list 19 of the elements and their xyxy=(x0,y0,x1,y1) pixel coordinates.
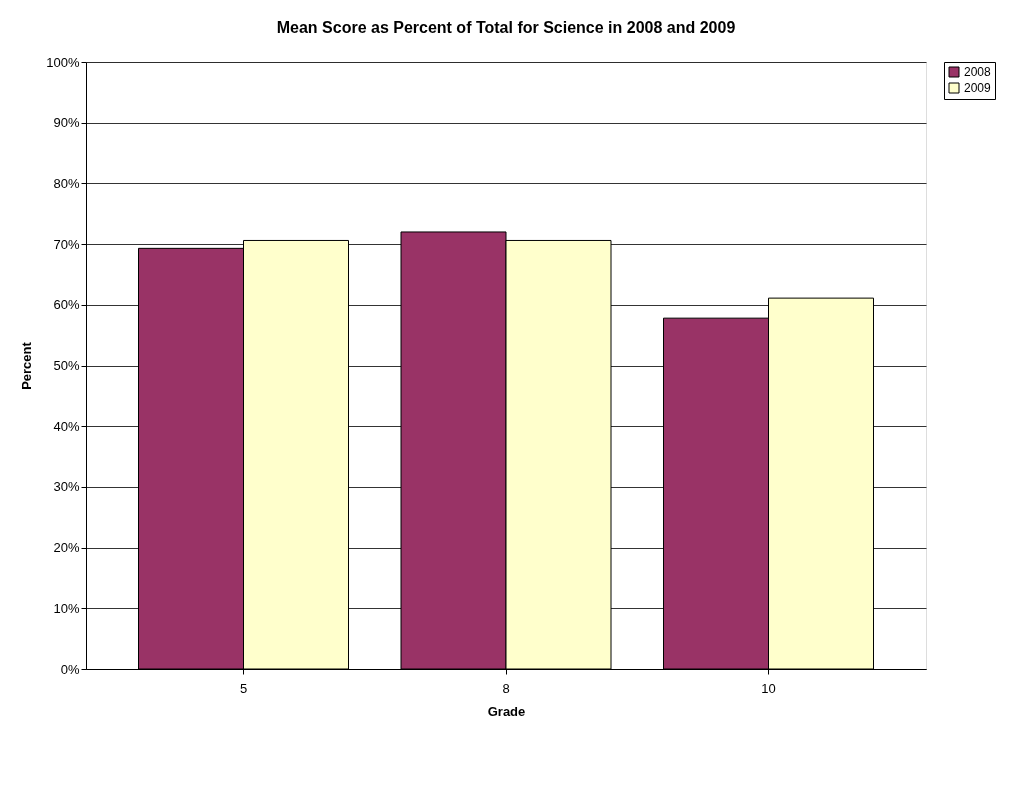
y-tick-label: 70% xyxy=(53,236,80,252)
legend-label: 2008 xyxy=(964,65,992,79)
x-tick-label: 8 xyxy=(502,680,510,696)
x-axis-title: Grade xyxy=(487,703,526,719)
y-tick-label: 30% xyxy=(53,479,80,495)
y-tick-label: 40% xyxy=(53,418,80,434)
y-axis-title: Percent xyxy=(19,341,35,390)
x-tick-label: 5 xyxy=(239,680,248,696)
y-tick-label: 20% xyxy=(53,540,80,556)
y-tick-label: 80% xyxy=(53,175,80,191)
legend-label: 2009 xyxy=(964,81,992,95)
y-tick-label: 100% xyxy=(46,54,80,70)
y-tick-label: 50% xyxy=(53,358,80,373)
y-tick-label: 0% xyxy=(60,661,80,677)
y-tick-label: 60% xyxy=(53,297,80,313)
chart-title: Mean Score as Percent of Total for Science in 2008 and 2009 xyxy=(276,19,736,36)
x-tick-label: 10 xyxy=(761,680,776,696)
y-tick-label: 10% xyxy=(53,600,80,616)
y-tick-label: 90% xyxy=(53,115,80,131)
